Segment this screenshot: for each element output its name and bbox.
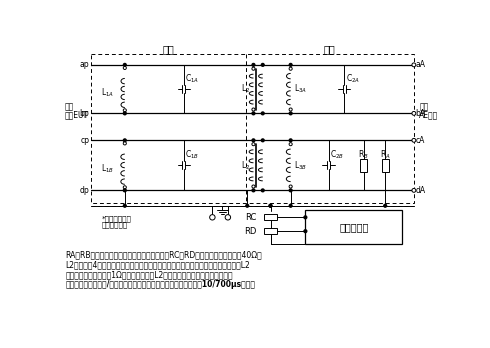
Text: 高速通信线路的耦合/去耦网络（由于电感饱和的原因，不推荐用于10/700μs试验）: 高速通信线路的耦合/去耦网络（由于电感饱和的原因，不推荐用于10/700μs试验… [65, 280, 255, 290]
Circle shape [289, 204, 292, 207]
Circle shape [210, 215, 215, 220]
Text: 浪涌发生器: 浪涌发生器 [339, 222, 368, 232]
Circle shape [289, 189, 292, 192]
Circle shape [246, 204, 248, 207]
Circle shape [252, 63, 255, 66]
Text: 辅助: 辅助 [419, 103, 429, 112]
Circle shape [289, 112, 292, 115]
Circle shape [123, 112, 126, 115]
Text: 设备EUT: 设备EUT [64, 110, 89, 119]
Circle shape [304, 216, 307, 219]
Text: C$_{2A}$: C$_{2A}$ [345, 72, 360, 85]
Text: L$_2$: L$_2$ [241, 83, 250, 95]
Text: *图中插头的符: *图中插头的符 [101, 215, 131, 222]
Bar [305, 209, 402, 244]
Text: C$_{1B}$: C$_{1B}$ [185, 148, 199, 161]
Text: cp: cp [80, 136, 89, 145]
Text: RD: RD [244, 227, 257, 236]
Circle shape [269, 204, 272, 207]
Text: dA: dA [416, 186, 425, 195]
Circle shape [261, 63, 264, 66]
Text: C$_{2B}$: C$_{2B}$ [330, 148, 344, 161]
Bar [264, 214, 277, 220]
Circle shape [252, 185, 255, 188]
Text: 耦合: 耦合 [162, 44, 174, 54]
Circle shape [123, 189, 126, 192]
Circle shape [123, 66, 126, 70]
Text: 号代表连接点: 号代表连接点 [101, 221, 128, 228]
Text: cA: cA [416, 136, 425, 145]
Circle shape [261, 189, 264, 192]
Bar [360, 159, 367, 172]
Text: 有低的电阻值（远小于1Ω），若将电阻与L2并行连接时，可以降低总电阻值。: 有低的电阻值（远小于1Ω），若将电阻与L2并行连接时，可以降低总电阻值。 [65, 270, 233, 279]
Circle shape [225, 215, 231, 220]
Circle shape [123, 186, 126, 189]
Circle shape [289, 185, 292, 188]
Circle shape [252, 189, 255, 192]
Text: 被试: 被试 [64, 103, 74, 112]
Text: L$_{3B}$: L$_{3B}$ [294, 159, 307, 172]
Circle shape [289, 63, 292, 66]
Circle shape [289, 108, 292, 111]
Circle shape [252, 108, 255, 111]
Circle shape [123, 142, 126, 145]
Circle shape [252, 112, 255, 115]
Circle shape [412, 63, 416, 67]
Text: AE设备: AE设备 [419, 110, 439, 119]
Text: RC: RC [245, 213, 257, 222]
Circle shape [261, 139, 264, 142]
Text: L$_2$: L$_2$ [241, 159, 250, 172]
Circle shape [123, 63, 126, 66]
Circle shape [252, 67, 255, 70]
Circle shape [252, 143, 255, 146]
Text: dp: dp [79, 186, 89, 195]
Circle shape [384, 204, 387, 207]
Circle shape [123, 204, 126, 207]
Text: R$_A$: R$_A$ [380, 148, 391, 161]
Text: R$_B$: R$_B$ [358, 148, 369, 161]
Text: L$_{1A}$: L$_{1A}$ [101, 87, 114, 99]
Circle shape [123, 109, 126, 112]
Text: bp: bp [79, 109, 89, 118]
Bar [91, 54, 414, 204]
Circle shape [412, 139, 416, 142]
Circle shape [412, 189, 416, 192]
Circle shape [252, 139, 255, 142]
Circle shape [412, 111, 416, 115]
Circle shape [304, 230, 307, 232]
Text: ap: ap [79, 60, 89, 69]
Bar [382, 159, 389, 172]
Circle shape [289, 67, 292, 70]
Text: L2是一个有4线圈的电流补偿扼流圈，用以避免在电器功率输送的过程中发生饱和，L2: L2是一个有4线圈的电流补偿扼流圈，用以避免在电器功率输送的过程中发生饱和，L2 [65, 260, 250, 269]
Circle shape [269, 204, 272, 207]
Text: L$_{1B}$: L$_{1B}$ [101, 163, 114, 175]
Bar [264, 228, 277, 234]
Text: aA: aA [416, 60, 425, 69]
Circle shape [289, 143, 292, 146]
Text: L$_{3A}$: L$_{3A}$ [294, 83, 307, 95]
Circle shape [289, 139, 292, 142]
Circle shape [123, 139, 126, 142]
Text: bA: bA [416, 109, 425, 118]
Circle shape [261, 112, 264, 115]
Text: C$_{1A}$: C$_{1A}$ [185, 72, 199, 85]
Text: 去耦: 去耦 [324, 44, 336, 54]
Text: RA和RB的值要尽量低，用于抑制振荡及振铃；RC和RD作为隔离电阻，阻值为40Ω；: RA和RB的值要尽量低，用于抑制振荡及振铃；RC和RD作为隔离电阻，阻值为40Ω… [65, 251, 262, 259]
